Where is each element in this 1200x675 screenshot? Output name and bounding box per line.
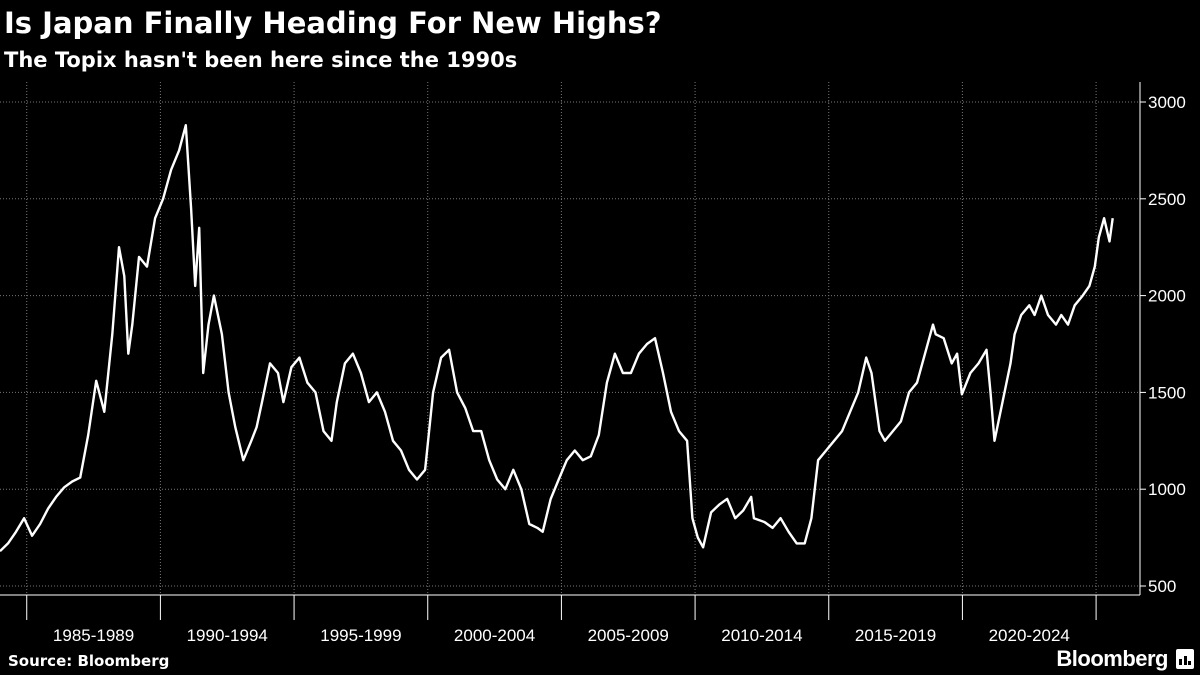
y-tick-label-2000: 2000 <box>1148 287 1186 306</box>
series-layer <box>0 123 1114 553</box>
x-tick-label-0: 1985-1989 <box>53 626 134 645</box>
chart-title: Is Japan Finally Heading For New Highs? <box>4 6 662 40</box>
y-axis: 500 1000 1500 2000 2500 3000 <box>1139 82 1186 596</box>
x-axis: 1985-1989 1990-1994 1995-1999 2000-2004 2005… <box>0 594 1140 645</box>
x-tick-label-3: 2000-2004 <box>454 626 535 645</box>
y-tick-label-1500: 1500 <box>1148 383 1186 402</box>
x-tick-label-2: 1995-1999 <box>320 626 401 645</box>
x-tick-label-4: 2005-2009 <box>588 626 669 645</box>
y-tick-label-2500: 2500 <box>1148 190 1186 209</box>
y-tick-label-1000: 1000 <box>1148 480 1186 499</box>
y-tick-label-3000: 3000 <box>1148 93 1186 112</box>
source-note: Source: Bloomberg <box>8 652 170 670</box>
bloomberg-logo: Bloomberg <box>1056 646 1168 671</box>
x-tick-label-5: 2010-2014 <box>721 626 802 645</box>
x-tick-label-1: 1990-1994 <box>187 626 268 645</box>
grid <box>0 82 1140 595</box>
x-tick-label-6: 2015-2019 <box>855 626 936 645</box>
series-line-0 <box>0 123 1114 553</box>
y-tick-label-500: 500 <box>1148 577 1176 596</box>
x-tick-label-7: 2020-2024 <box>989 626 1070 645</box>
bloomberg-terminal-icon <box>1176 649 1194 669</box>
chart-subtitle: The Topix hasn't been here since the 199… <box>4 48 518 72</box>
